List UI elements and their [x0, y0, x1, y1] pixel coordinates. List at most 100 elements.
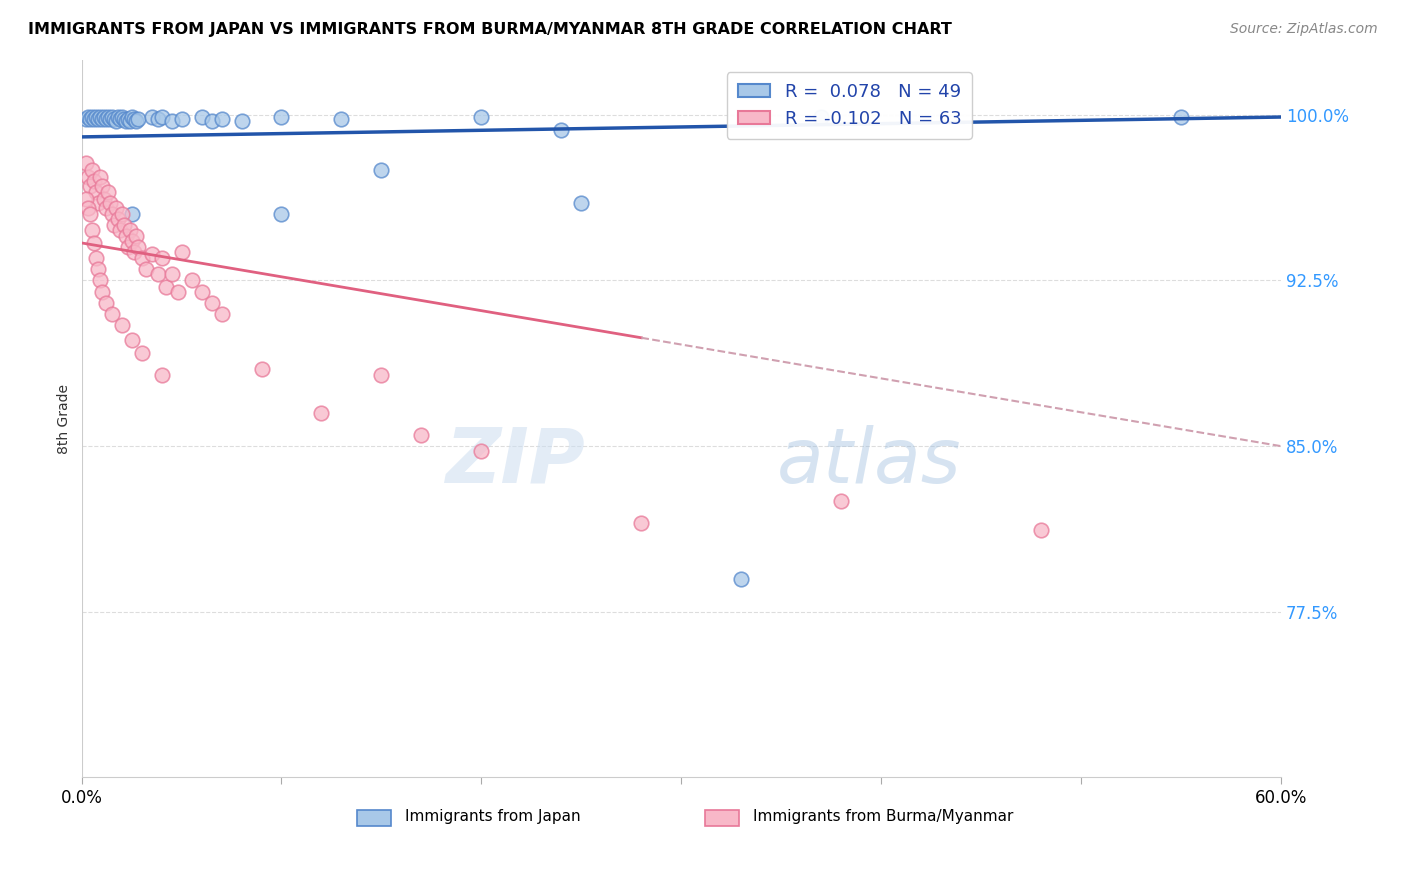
- Point: [86, 112, 108, 127]
- Point: [117, 240, 139, 254]
- Point: [75, 112, 97, 127]
- Point: [121, 234, 143, 248]
- Point: [131, 346, 153, 360]
- Text: atlas: atlas: [778, 425, 962, 499]
- Point: [90, 112, 112, 127]
- Point: [211, 112, 233, 127]
- Point: [83, 112, 105, 127]
- Point: [1029, 523, 1052, 537]
- Point: [80, 163, 103, 178]
- Point: [94, 295, 117, 310]
- Point: [1170, 110, 1192, 124]
- Point: [141, 110, 163, 124]
- Text: ZIP: ZIP: [446, 425, 585, 499]
- Point: [112, 219, 135, 233]
- Point: [84, 185, 107, 199]
- Point: [190, 110, 212, 124]
- Point: [121, 110, 143, 124]
- Point: [170, 244, 193, 259]
- Point: [90, 285, 112, 299]
- Point: [569, 196, 592, 211]
- Point: [114, 229, 136, 244]
- Point: [122, 244, 145, 259]
- Point: [127, 240, 149, 254]
- Point: [79, 178, 101, 193]
- Point: [250, 361, 273, 376]
- FancyBboxPatch shape: [357, 810, 391, 826]
- Point: [86, 196, 108, 211]
- Point: [97, 185, 120, 199]
- Point: [80, 222, 103, 236]
- Point: [110, 110, 132, 124]
- Point: [100, 307, 122, 321]
- Point: [104, 114, 127, 128]
- Point: [75, 156, 97, 170]
- Point: [730, 572, 752, 586]
- Point: [94, 201, 117, 215]
- Point: [166, 285, 188, 299]
- Point: [160, 114, 183, 128]
- Point: [330, 112, 353, 127]
- Point: [97, 110, 120, 124]
- Point: [200, 114, 222, 128]
- FancyBboxPatch shape: [706, 810, 738, 826]
- Text: IMMIGRANTS FROM JAPAN VS IMMIGRANTS FROM BURMA/MYANMAR 8TH GRADE CORRELATION CHA: IMMIGRANTS FROM JAPAN VS IMMIGRANTS FROM…: [28, 22, 952, 37]
- Point: [98, 196, 121, 211]
- Point: [121, 207, 143, 221]
- Point: [104, 201, 127, 215]
- Point: [86, 262, 108, 277]
- Point: [170, 112, 193, 127]
- Point: [76, 110, 98, 124]
- Point: [93, 192, 115, 206]
- Point: [108, 222, 131, 236]
- Point: [103, 112, 125, 127]
- Point: [89, 169, 111, 184]
- Point: [80, 110, 103, 124]
- Point: [112, 112, 135, 127]
- Point: [311, 406, 333, 420]
- Point: [76, 201, 98, 215]
- Point: [122, 112, 145, 127]
- Point: [180, 273, 202, 287]
- Point: [190, 285, 212, 299]
- Y-axis label: 8th Grade: 8th Grade: [58, 384, 72, 453]
- Point: [470, 443, 492, 458]
- Legend: R =  0.078   N = 49, R = -0.102   N = 63: R = 0.078 N = 49, R = -0.102 N = 63: [727, 72, 972, 139]
- Text: Source: ZipAtlas.com: Source: ZipAtlas.com: [1230, 22, 1378, 37]
- Point: [411, 428, 433, 442]
- Point: [98, 112, 121, 127]
- Point: [103, 219, 125, 233]
- Point: [231, 114, 253, 128]
- Point: [155, 280, 177, 294]
- Point: [83, 174, 105, 188]
- Point: [630, 516, 652, 531]
- Point: [270, 207, 292, 221]
- Point: [150, 252, 173, 266]
- Point: [135, 262, 157, 277]
- Point: [270, 110, 292, 124]
- Point: [160, 267, 183, 281]
- Point: [118, 114, 141, 128]
- Point: [100, 207, 122, 221]
- Point: [200, 295, 222, 310]
- Point: [90, 178, 112, 193]
- Point: [108, 112, 131, 127]
- Point: [830, 494, 852, 508]
- Point: [370, 163, 392, 178]
- Point: [146, 112, 169, 127]
- Point: [76, 169, 98, 184]
- Point: [107, 110, 129, 124]
- Point: [146, 267, 169, 281]
- Point: [470, 110, 492, 124]
- Point: [117, 112, 139, 127]
- Point: [110, 318, 132, 332]
- Point: [124, 114, 146, 128]
- Point: [94, 112, 117, 127]
- Point: [370, 368, 392, 383]
- Point: [118, 222, 141, 236]
- Point: [93, 110, 115, 124]
- Point: [141, 247, 163, 261]
- Point: [100, 110, 122, 124]
- Point: [89, 273, 111, 287]
- Point: [79, 207, 101, 221]
